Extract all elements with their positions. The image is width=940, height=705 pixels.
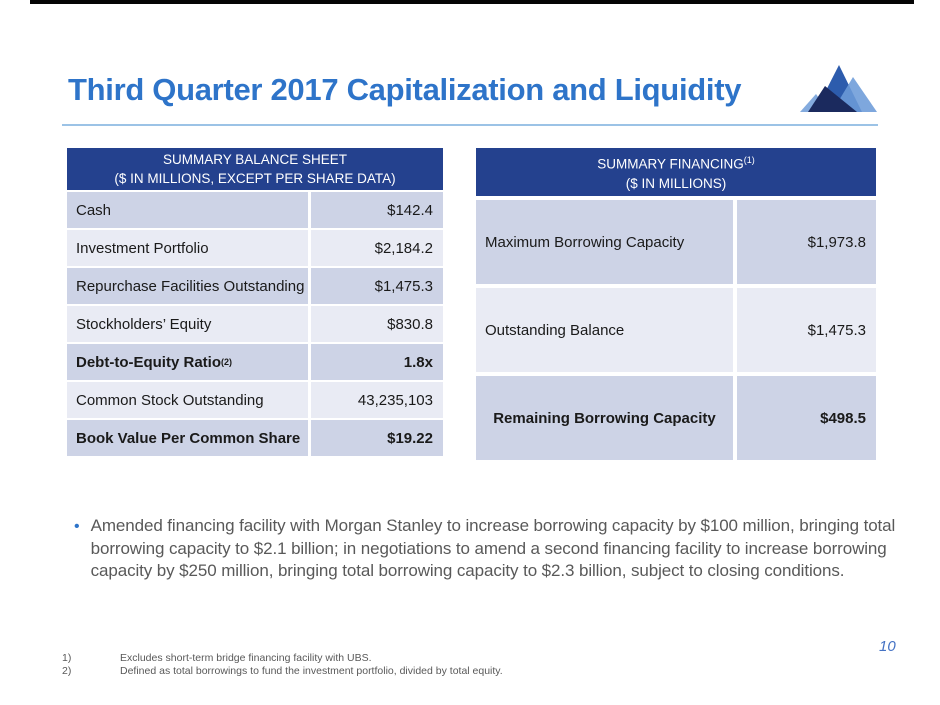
footnote-number: 2): [62, 665, 72, 677]
table-row-value: $142.4: [311, 192, 443, 228]
table-row-label: Stockholders’ Equity: [67, 306, 308, 342]
financing-header-line2: ($ IN MILLIONS): [625, 175, 727, 191]
financing-header-text: SUMMARY FINANCING: [597, 156, 744, 172]
table-row-label: Repurchase Facilities Outstanding: [67, 268, 308, 304]
table-row-label: Cash: [67, 192, 308, 228]
table-row-value: $1,475.3: [737, 288, 876, 372]
footnotes: 1) Excludes short-term bridge financing …: [62, 652, 503, 678]
footnote-text: Defined as total borrowings to fund the …: [120, 665, 503, 677]
footnote-text: Excludes short-term bridge financing fac…: [120, 652, 372, 664]
financing-header: SUMMARY FINANCING(1) ($ IN MILLIONS): [476, 148, 876, 196]
summary-balance-sheet-table: SUMMARY BALANCE SHEET ($ IN MILLIONS, EX…: [67, 148, 443, 456]
table-row-value: $19.22: [311, 420, 443, 456]
table-row-label-text: Debt-to-Equity Ratio: [76, 353, 221, 371]
table-row-label: Common Stock Outstanding: [67, 382, 308, 418]
table-row-value: $2,184.2: [311, 230, 443, 266]
financing-header-line1: SUMMARY FINANCING(1): [597, 151, 755, 174]
bullet-dot: •: [74, 518, 80, 535]
title-underline: [62, 124, 878, 126]
company-logo: [799, 64, 877, 117]
footnote-1: 1) Excludes short-term bridge financing …: [62, 652, 503, 665]
footnote-number: 1): [62, 652, 72, 664]
table-row-value: 1.8x: [311, 344, 443, 380]
table-row-label: Maximum Borrowing Capacity: [476, 200, 733, 284]
table-row-value: $1,973.8: [737, 200, 876, 284]
footnote-2: 2) Defined as total borrowings to fund t…: [62, 665, 503, 678]
table-row-label: Remaining Borrowing Capacity: [476, 376, 733, 460]
page-title: Third Quarter 2017 Capitalization and Li…: [68, 72, 742, 107]
balance-sheet-header-line1: SUMMARY BALANCE SHEET: [162, 152, 348, 167]
top-border-bar: [30, 0, 914, 4]
table-row-value: 43,235,103: [311, 382, 443, 418]
table-row-label: Outstanding Balance: [476, 288, 733, 372]
table-row-value: $498.5: [737, 376, 876, 460]
table-row-label: Investment Portfolio: [67, 230, 308, 266]
table-row-label: Debt-to-Equity Ratio (2): [67, 344, 308, 380]
balance-sheet-header-line2: ($ IN MILLIONS, EXCEPT PER SHARE DATA): [114, 171, 396, 186]
table-row-value: $830.8: [311, 306, 443, 342]
highlights-bullet: • Amended financing facility with Morgan…: [74, 515, 902, 583]
mountain-logo-icon: [800, 65, 877, 112]
summary-financing-table: SUMMARY FINANCING(1) ($ IN MILLIONS) Max…: [476, 148, 876, 460]
footnote-marker: (1): [743, 155, 755, 166]
table-row-label: Book Value Per Common Share: [67, 420, 308, 456]
balance-sheet-header: SUMMARY BALANCE SHEET ($ IN MILLIONS, EX…: [67, 148, 443, 190]
page-number: 10: [879, 638, 896, 655]
table-row-value: $1,475.3: [311, 268, 443, 304]
bullet-text: Amended financing facility with Morgan S…: [90, 516, 896, 580]
